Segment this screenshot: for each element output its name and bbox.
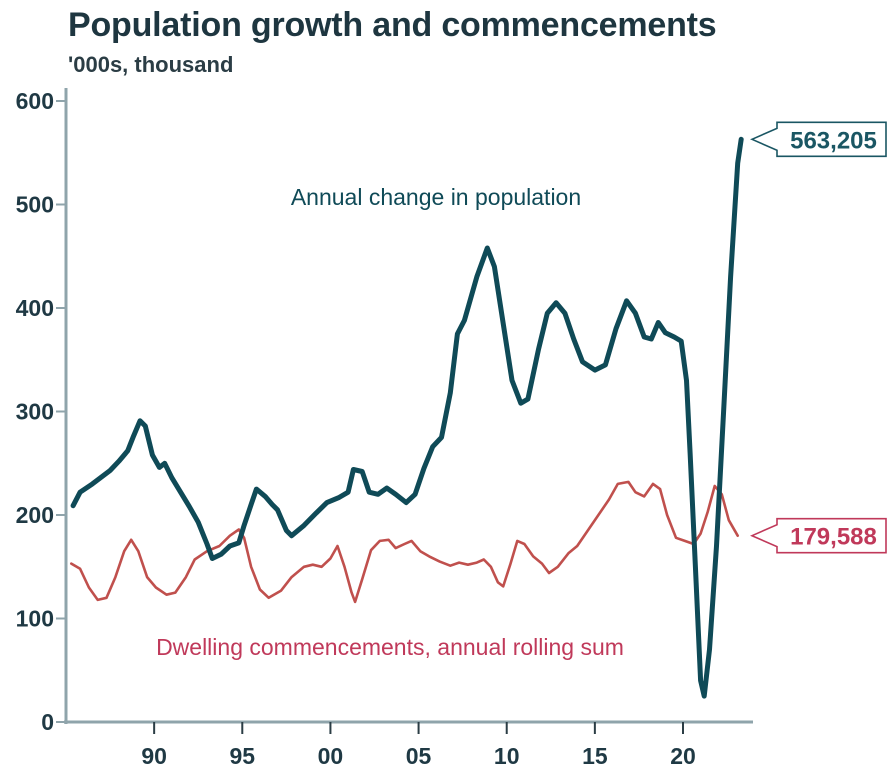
chart-subtitle: '000s, thousand bbox=[68, 52, 234, 77]
y-tick-label: 400 bbox=[16, 295, 54, 321]
series-label-population: Annual change in population bbox=[291, 184, 581, 210]
series-label-dwellings: Dwelling commencements, annual rolling s… bbox=[156, 634, 624, 660]
x-tick-label: 90 bbox=[141, 743, 167, 769]
y-tick-label: 0 bbox=[41, 709, 54, 735]
population-end-value-callout: 563,205 bbox=[750, 121, 887, 158]
callout-value: 563,205 bbox=[790, 127, 877, 154]
callout-value: 179,588 bbox=[790, 524, 877, 551]
callout-box bbox=[750, 121, 887, 158]
x-tick-label: 10 bbox=[494, 743, 520, 769]
y-tick-label: 100 bbox=[16, 606, 54, 632]
x-tick-label: 05 bbox=[406, 743, 432, 769]
chart-title: Population growth and commencements bbox=[68, 6, 717, 44]
end-value-callouts: 563,205 179,588 bbox=[750, 121, 887, 554]
x-tick-label: 15 bbox=[582, 743, 608, 769]
y-tick-label: 300 bbox=[16, 399, 54, 425]
x-tick-label: 00 bbox=[318, 743, 344, 769]
dwelling-commencements-line bbox=[70, 480, 739, 604]
y-tick-label: 200 bbox=[16, 502, 54, 528]
y-tick-label: 600 bbox=[16, 88, 54, 114]
x-tick-label: 95 bbox=[229, 743, 255, 769]
axes: 0 100 200 300 400 500 600 90 95 00 05 10 15 20 bbox=[16, 88, 753, 769]
x-tick-label: 20 bbox=[670, 743, 696, 769]
population-change-line bbox=[70, 136, 744, 699]
dwelling-end-value-callout: 179,588 bbox=[750, 517, 887, 554]
y-tick-label: 500 bbox=[16, 192, 54, 218]
series-lines bbox=[70, 136, 744, 699]
callout-box bbox=[750, 517, 887, 554]
